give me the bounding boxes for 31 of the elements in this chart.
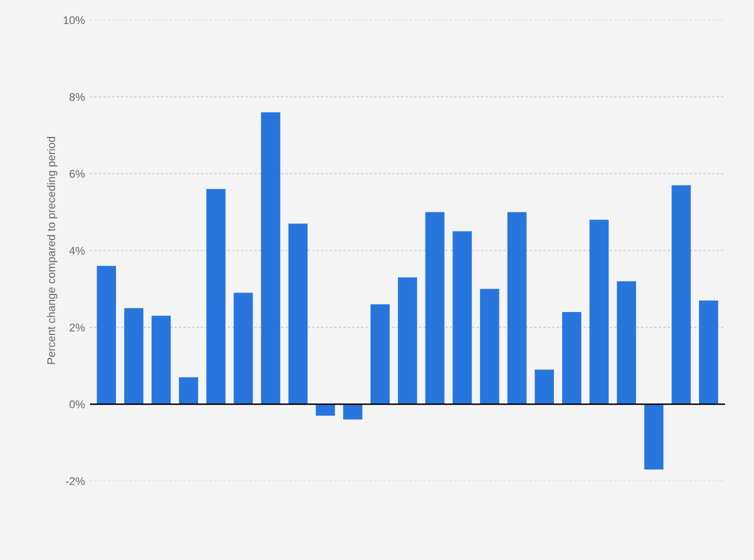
bar [316, 404, 335, 416]
y-tick-label: 6% [70, 170, 85, 178]
bar [288, 224, 308, 404]
y-tick-label: 4% [69, 246, 85, 255]
bar [699, 300, 718, 404]
bar [480, 288, 500, 404]
y-tick-label: 10% [64, 16, 85, 24]
bar [234, 292, 253, 404]
bar [644, 404, 664, 470]
bar [124, 308, 144, 404]
y-tick-label: 2% [70, 324, 85, 332]
y-tick-label: 8% [70, 93, 85, 101]
y-tick-label: -2% [66, 477, 85, 486]
bar [452, 231, 472, 404]
bar [534, 370, 554, 404]
bar [152, 316, 171, 404]
bar [562, 312, 582, 404]
bar [96, 266, 116, 404]
bar [507, 212, 527, 404]
bar [672, 185, 691, 404]
bar [398, 277, 418, 404]
y-axis-title: Percent change compared to preceding period [46, 136, 58, 364]
bar [343, 404, 362, 420]
bar [590, 220, 609, 404]
y-tick-label: 0% [70, 400, 85, 408]
bar [206, 189, 226, 404]
bar [261, 112, 280, 404]
bar [370, 304, 390, 404]
bar [425, 212, 444, 404]
bar [178, 377, 198, 404]
bar [616, 281, 636, 404]
